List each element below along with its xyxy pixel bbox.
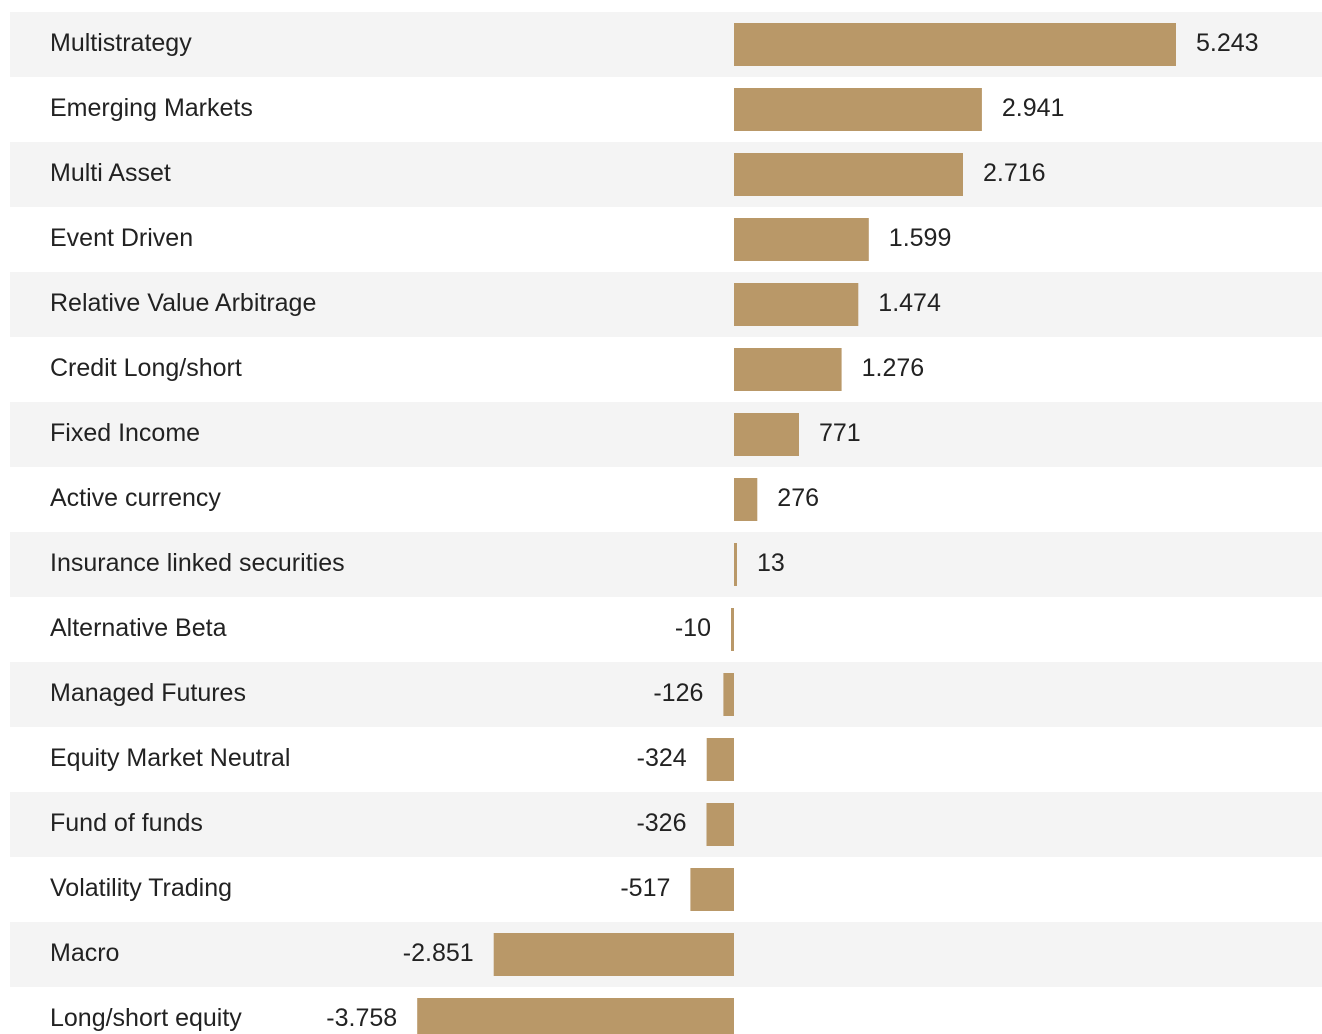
category-label: Fixed Income — [50, 419, 200, 447]
category-label: Insurance linked securities — [50, 549, 345, 577]
category-labels: Multistrategy Emerging Markets Multi Asset… — [50, 29, 345, 1032]
value-label: 276 — [777, 484, 819, 512]
row-band — [10, 662, 1322, 727]
row-bands — [10, 12, 1322, 987]
category-label: Credit Long/short — [50, 354, 242, 382]
row-band — [10, 272, 1322, 337]
value-label: -3.758 — [326, 1004, 397, 1032]
bars — [417, 23, 1176, 1034]
category-label: Equity Market Neutral — [50, 744, 290, 772]
bar-fixed-income — [734, 413, 799, 456]
bar-insurance-linked-securities — [734, 543, 737, 586]
category-label: Volatility Trading — [50, 874, 232, 902]
category-label: Managed Futures — [50, 679, 246, 707]
category-label: Relative Value Arbitrage — [50, 289, 316, 317]
value-label: 1.599 — [889, 224, 952, 252]
value-label: -2.851 — [403, 939, 474, 967]
bar-multistrategy — [734, 23, 1176, 66]
bar-equity-market-neutral — [706, 738, 734, 781]
category-label: Alternative Beta — [50, 614, 227, 642]
value-label: -10 — [675, 614, 711, 642]
bar-macro — [493, 933, 734, 976]
row-band — [10, 792, 1322, 857]
value-label: 2.941 — [1002, 94, 1065, 122]
category-label: Event Driven — [50, 224, 193, 252]
category-label: Emerging Markets — [50, 94, 253, 122]
bar-emerging-markets — [734, 88, 982, 131]
value-label: 1.276 — [862, 354, 925, 382]
value-label: 13 — [757, 549, 785, 577]
value-labels: 5.243 2.941 2.716 1.599 1.474 1.276 771 276 13 -1… — [326, 29, 1258, 1032]
category-label: Active currency — [50, 484, 221, 512]
bar-multi-asset — [734, 153, 963, 196]
bar-event-driven — [734, 218, 869, 261]
bar-long-short-equity — [417, 998, 734, 1034]
bar-alternative-beta — [731, 608, 734, 651]
value-label: 5.243 — [1196, 29, 1259, 57]
bar-managed-futures — [723, 673, 734, 716]
value-label: 2.716 — [983, 159, 1046, 187]
category-label: Long/short equity — [50, 1004, 242, 1032]
row-band — [10, 402, 1322, 467]
row-band — [10, 142, 1322, 207]
category-label: Multi Asset — [50, 159, 171, 187]
value-label: -126 — [653, 679, 703, 707]
value-label: 1.474 — [878, 289, 941, 317]
row-band — [10, 532, 1322, 597]
bar-fund-of-funds — [706, 803, 734, 846]
bar-active-currency — [734, 478, 758, 521]
value-label: -324 — [637, 744, 687, 772]
value-label: 771 — [819, 419, 861, 447]
value-label: -326 — [636, 809, 686, 837]
bar-relative-value-arbitrage — [734, 283, 859, 326]
category-label: Multistrategy — [50, 29, 192, 57]
category-label: Macro — [50, 939, 119, 967]
bar-credit-long-short — [734, 348, 842, 391]
bar-volatility-trading — [690, 868, 734, 911]
value-label: -517 — [620, 874, 670, 902]
category-label: Fund of funds — [50, 809, 203, 837]
